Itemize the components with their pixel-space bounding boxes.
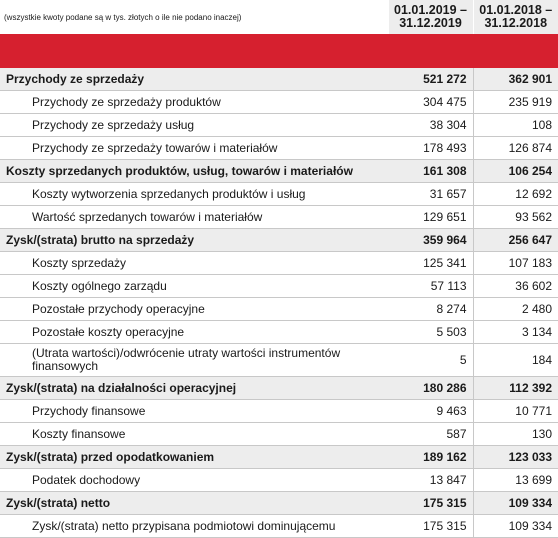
table-row: Przychody ze sprzedaży usług 38 304 108 xyxy=(0,113,558,137)
value-2018: 10 771 xyxy=(473,399,558,423)
value-2018: 36 602 xyxy=(473,274,558,298)
row-label: Przychody ze sprzedaży towarów i materia… xyxy=(0,136,388,160)
table-row: Koszty sprzedaży 125 341 107 183 xyxy=(0,251,558,275)
column-header-2019: 01.01.2019 – 31.12.2019 xyxy=(387,0,474,34)
table-row: Pozostałe przychody operacyjne 8 274 2 480 xyxy=(0,297,558,321)
row-label: Zysk/(strata) netto xyxy=(0,491,388,515)
value-2018: 109 334 xyxy=(473,491,558,515)
row-label: Zysk/(strata) na działalności operacyjne… xyxy=(0,376,388,400)
value-2018: 13 699 xyxy=(473,468,558,492)
value-2018: 235 919 xyxy=(473,90,558,114)
value-2018: 2 480 xyxy=(473,297,558,321)
value-2019: 521 272 xyxy=(388,68,474,91)
value-2018: 126 874 xyxy=(473,136,558,160)
value-2019: 587 xyxy=(388,422,474,446)
row-label: Zysk/(strata) brutto na sprzedaży xyxy=(0,228,388,252)
value-2019: 161 308 xyxy=(388,159,474,183)
row-label: Pozostałe koszty operacyjne xyxy=(0,320,388,344)
table-row: Koszty ogólnego zarządu 57 113 36 602 xyxy=(0,274,558,298)
row-label: Podatek dochodowy xyxy=(0,468,388,492)
table-row: Przychody ze sprzedaży 521 272 362 901 xyxy=(0,68,558,91)
table-row: Wartość sprzedanych towarów i materiałów… xyxy=(0,205,558,229)
table-row: Koszty wytworzenia sprzedanych produktów… xyxy=(0,182,558,206)
row-label: Zysk/(strata) netto przypisana podmiotow… xyxy=(0,514,388,538)
value-2018: 107 183 xyxy=(473,251,558,275)
row-label: Wartość sprzedanych towarów i materiałów xyxy=(0,205,388,229)
table-row: Zysk/(strata) brutto na sprzedaży 359 964… xyxy=(0,228,558,252)
row-label: Koszty sprzedanych produktów, usług, tow… xyxy=(0,159,388,183)
table-row: Zysk/(strata) netto przypisana podmiotow… xyxy=(0,514,558,538)
value-2019: 175 315 xyxy=(388,514,474,538)
value-2019: 178 493 xyxy=(388,136,474,160)
value-2018: 362 901 xyxy=(473,68,558,91)
value-2018: 108 xyxy=(473,113,558,137)
table-row: Przychody finansowe 9 463 10 771 xyxy=(0,399,558,423)
value-2018: 109 334 xyxy=(473,514,558,538)
table-row: (Utrata wartości)/odwrócenie utraty wart… xyxy=(0,343,558,377)
row-label: Zysk/(strata) przed opodatkowaniem xyxy=(0,445,388,469)
value-2018: 123 033 xyxy=(473,445,558,469)
value-2019: 5 xyxy=(388,343,474,377)
value-2019: 38 304 xyxy=(388,113,474,137)
value-2019: 359 964 xyxy=(388,228,474,252)
value-2018: 3 134 xyxy=(473,320,558,344)
value-2019: 9 463 xyxy=(388,399,474,423)
row-label: Koszty finansowe xyxy=(0,422,388,446)
value-2019: 31 657 xyxy=(388,182,474,206)
value-2018: 256 647 xyxy=(473,228,558,252)
table-row: Przychody ze sprzedaży produktów 304 475 2… xyxy=(0,90,558,114)
row-label: Przychody finansowe xyxy=(0,399,388,423)
units-note: (wszystkie kwoty podane są w tys. złotyc… xyxy=(4,12,242,22)
value-2018: 130 xyxy=(473,422,558,446)
value-2019: 189 162 xyxy=(388,445,474,469)
row-label: Przychody ze sprzedaży xyxy=(0,68,388,91)
row-label: Koszty wytworzenia sprzedanych produktów… xyxy=(0,182,388,206)
table-row: Zysk/(strata) przed opodatkowaniem 189 16… xyxy=(0,445,558,469)
value-2018: 112 392 xyxy=(473,376,558,400)
row-label: Pozostałe przychody operacyjne xyxy=(0,297,388,321)
table-row: Pozostałe koszty operacyjne 5 503 3 134 xyxy=(0,320,558,344)
row-label: Koszty ogólnego zarządu xyxy=(0,274,388,298)
table-row: Zysk/(strata) netto 175 315 109 334 xyxy=(0,491,558,515)
value-2018: 184 xyxy=(473,343,558,377)
value-2019: 13 847 xyxy=(388,468,474,492)
column-header-2018: 01.01.2018 – 31.12.2018 xyxy=(473,0,558,34)
header-row: (wszystkie kwoty podane są w tys. złotyc… xyxy=(0,0,558,34)
table-body: Przychody ze sprzedaży 521 272 362 901 Przy… xyxy=(0,68,558,538)
value-2019: 129 651 xyxy=(388,205,474,229)
table-row: Zysk/(strata) na działalności operacyjne… xyxy=(0,376,558,400)
value-2019: 125 341 xyxy=(388,251,474,275)
table-row: Podatek dochodowy 13 847 13 699 xyxy=(0,468,558,492)
value-2018: 106 254 xyxy=(473,159,558,183)
table-row: Koszty finansowe 587 130 xyxy=(0,422,558,446)
value-2018: 12 692 xyxy=(473,182,558,206)
row-label: Przychody ze sprzedaży produktów xyxy=(0,90,388,114)
row-label: Koszty sprzedaży xyxy=(0,251,388,275)
table-row: Koszty sprzedanych produktów, usług, tow… xyxy=(0,159,558,183)
value-2019: 175 315 xyxy=(388,491,474,515)
table-row: Przychody ze sprzedaży towarów i materia… xyxy=(0,136,558,160)
value-2018: 93 562 xyxy=(473,205,558,229)
value-2019: 304 475 xyxy=(388,90,474,114)
value-2019: 8 274 xyxy=(388,297,474,321)
row-label: Przychody ze sprzedaży usług xyxy=(0,113,388,137)
value-2019: 57 113 xyxy=(388,274,474,298)
value-2019: 5 503 xyxy=(388,320,474,344)
header-divider xyxy=(0,34,558,68)
value-2019: 180 286 xyxy=(388,376,474,400)
row-label: (Utrata wartości)/odwrócenie utraty wart… xyxy=(0,343,388,377)
